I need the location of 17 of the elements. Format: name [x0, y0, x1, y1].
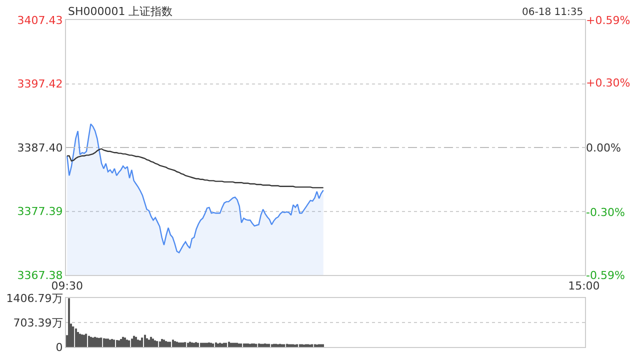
y-tick-label: 3367.38	[17, 268, 63, 282]
y2-tick-label: +0.30%	[586, 76, 630, 90]
x-tick-label: 15:00	[568, 279, 600, 292]
y-tick-label: 3397.42	[17, 78, 63, 91]
y-tick-label: 3387.40	[17, 141, 63, 154]
y-tick-label: 3407.43	[17, 14, 63, 27]
y2-tick-label: +0.59%	[586, 14, 630, 27]
y2-tick-label: 0.00%	[586, 141, 621, 154]
y2-tick-label: -0.30%	[586, 206, 625, 220]
text: 06-18 11:35	[522, 7, 584, 18]
chart-title: SH000001 上证指数	[68, 5, 173, 18]
x-tick-label: 09:30	[51, 279, 83, 292]
y2-tick-label: -0.59%	[586, 268, 625, 282]
y-tick-label: 0	[56, 340, 63, 354]
y-tick-label: 703.39万	[13, 316, 63, 330]
y-tick-label: 1406.79万	[6, 292, 63, 305]
y-tick-label: 3377.39	[17, 205, 63, 218]
